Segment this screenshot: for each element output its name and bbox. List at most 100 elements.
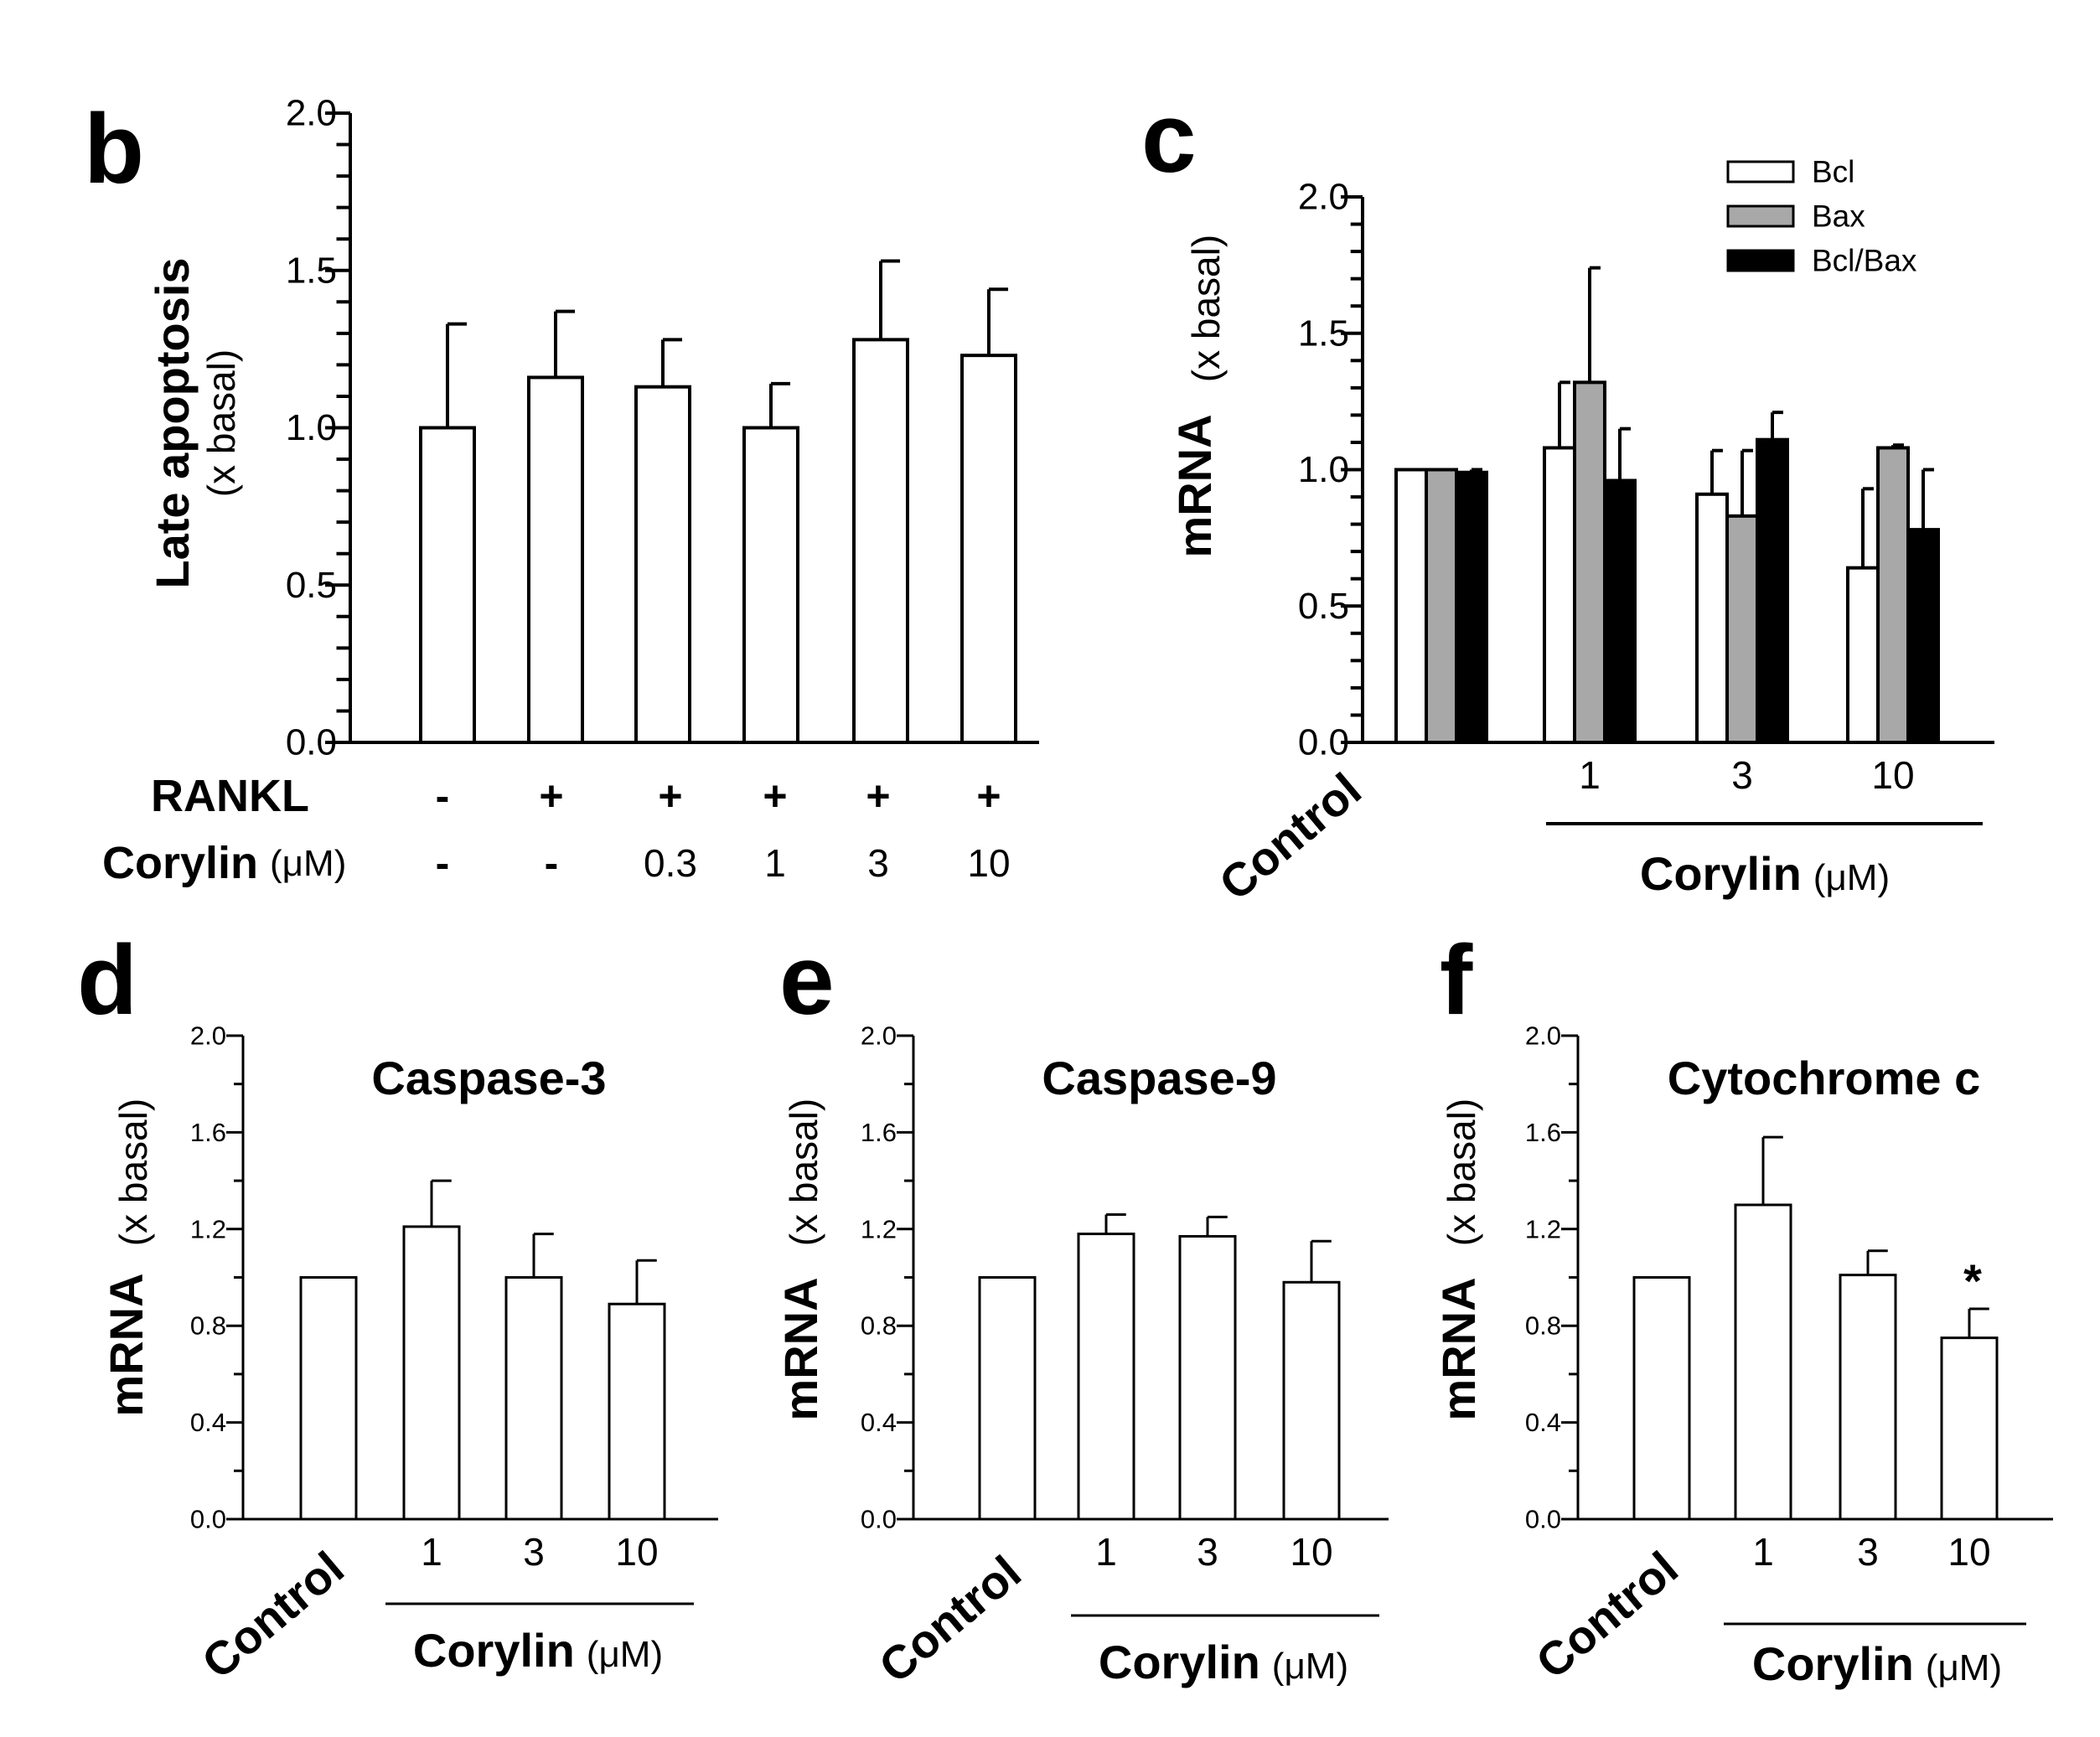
x-category-control: Control (869, 1545, 1031, 1693)
group-label-name: Corylin (1752, 1637, 1914, 1690)
condition-value: + (763, 773, 787, 819)
condition-value: 10 (967, 841, 1010, 885)
bar-bax-3 (1876, 446, 1910, 745)
y-tick-label: 2.0 (286, 93, 337, 134)
group-label-unit: (μM) (587, 1634, 663, 1675)
y-tick-label: 2.0 (861, 1021, 897, 1051)
bar-bax-0 (1425, 468, 1458, 744)
legend-label-1: Bax (1812, 199, 1865, 234)
panel-f: f 0.0 0.4 0.8 1.2 1.6 2.0 mRNA (x basal) Cytochr… (1432, 925, 2053, 1690)
group-label-name: Corylin (413, 1624, 575, 1677)
bar-1 (527, 375, 584, 744)
panel-label-d: d (77, 925, 137, 1036)
legend-label-0: Bcl (1812, 155, 1854, 189)
group-label: Corylin (μM) (1752, 1637, 2002, 1690)
condition-value: + (976, 773, 1001, 819)
panel-b: b 0.0 0.5 1.0 1.5 2.0 Late apoptosis (x basal)… (84, 93, 1039, 888)
bar-bcl-0 (1394, 468, 1428, 744)
bar-3 (608, 1302, 666, 1521)
group-label-unit: (μM) (1272, 1646, 1348, 1687)
panel-label-b: b (84, 94, 144, 204)
panel-label-c: c (1141, 83, 1197, 194)
y-tick-label: 2.0 (1298, 177, 1349, 218)
legend-swatch-1 (1726, 204, 1795, 228)
x-category-label: 3 (1197, 1530, 1218, 1574)
bar-0 (1632, 1276, 1691, 1521)
y-tick-label: 1.2 (1525, 1214, 1561, 1243)
condition-value: - (545, 840, 559, 887)
condition-row-unit: (μM) (270, 843, 346, 884)
condition-row-name: Corylin (102, 838, 258, 888)
bar-bcl-1 (1543, 446, 1576, 745)
y-tick-label: 0.4 (190, 1408, 226, 1437)
y-tick-label: 1.5 (286, 250, 337, 291)
y-tick-label: 0.5 (1298, 586, 1349, 627)
legend-swatch-0 (1726, 160, 1795, 184)
x-category-label: 1 (1095, 1530, 1117, 1574)
x-category-label: 10 (1947, 1530, 1990, 1574)
group-label: Corylin (μM) (1099, 1636, 1348, 1688)
y-tick-label: 0.0 (286, 722, 337, 763)
bar-2 (1839, 1274, 1897, 1521)
legend-swatch-2 (1726, 249, 1795, 272)
y-tick-label: 0.0 (1298, 722, 1349, 763)
condition-value: + (539, 773, 563, 819)
y-tick-label: 1.2 (190, 1214, 226, 1243)
y-tick-label: 1.6 (861, 1118, 897, 1147)
y-tick-label: 0.5 (286, 565, 337, 606)
x-category-label: 10 (1871, 753, 1914, 797)
group-label-name: Corylin (1640, 847, 1802, 900)
y-tick-label: 1.2 (861, 1214, 897, 1243)
y-tick-label: 0.4 (1525, 1408, 1561, 1437)
group-label-name: Corylin (1099, 1636, 1260, 1688)
group-label-unit: (μM) (1926, 1647, 2002, 1688)
condition-value: + (866, 773, 890, 819)
bar-bax-2 (1725, 514, 1759, 745)
bar-2 (1178, 1234, 1237, 1521)
x-category-label: 3 (523, 1530, 545, 1574)
condition-value: 3 (867, 841, 889, 885)
bar-1 (1077, 1233, 1135, 1521)
x-category-label: 1 (1752, 1530, 1774, 1574)
y-tick-label: 2.0 (1525, 1021, 1561, 1051)
bar-bcl-3 (1846, 566, 1880, 744)
chart-title: Caspase-3 (371, 1052, 606, 1104)
group-label-unit: (μM) (1813, 857, 1890, 898)
bar-0 (299, 1276, 358, 1521)
panel-label-e: e (779, 925, 835, 1036)
y-axis-unit: (x basal) (199, 349, 243, 497)
condition-row-label: RANKL (151, 771, 309, 821)
bar-2 (634, 385, 691, 744)
y-tick-label: 0.4 (861, 1408, 897, 1437)
bar-4 (852, 338, 909, 744)
y-tick-label: 1.0 (286, 407, 337, 448)
bar-0 (419, 426, 476, 744)
x-category-control: Control (192, 1541, 354, 1688)
panel-d: d 0.0 0.4 0.8 1.2 1.6 2.0 mRNA (x basal) Caspase… (77, 925, 718, 1688)
x-category-label: 1 (1579, 753, 1601, 797)
panel-label-f: f (1440, 925, 1473, 1036)
bar-0 (978, 1276, 1037, 1521)
bar-3 (742, 426, 799, 744)
bar-5 (960, 354, 1017, 744)
condition-value: 0.3 (644, 841, 697, 885)
y-axis-unit: (x basal) (111, 1099, 155, 1246)
chart-title: Cytochrome c (1668, 1052, 1980, 1104)
y-axis-unit: (x basal) (1440, 1099, 1483, 1246)
y-tick-label: 1.0 (1298, 449, 1349, 490)
y-tick-label: 0.8 (861, 1311, 897, 1341)
bar-bclbax-3 (1906, 528, 1940, 744)
bar-bclbax-0 (1455, 470, 1488, 744)
x-category-label: 3 (1857, 1530, 1879, 1574)
y-axis-title: mRNA (1168, 414, 1221, 557)
y-tick-label: 0.0 (861, 1505, 897, 1534)
y-tick-label: 1.5 (1298, 313, 1349, 354)
bar-bclbax-2 (1756, 437, 1789, 744)
y-tick-label: 0.0 (190, 1505, 226, 1534)
condition-value: + (658, 773, 682, 819)
condition-value: - (436, 840, 450, 887)
x-category-label: 3 (1731, 753, 1753, 797)
condition-row-label: Corylin (μM) (102, 838, 346, 888)
bar-bax-1 (1573, 380, 1606, 744)
